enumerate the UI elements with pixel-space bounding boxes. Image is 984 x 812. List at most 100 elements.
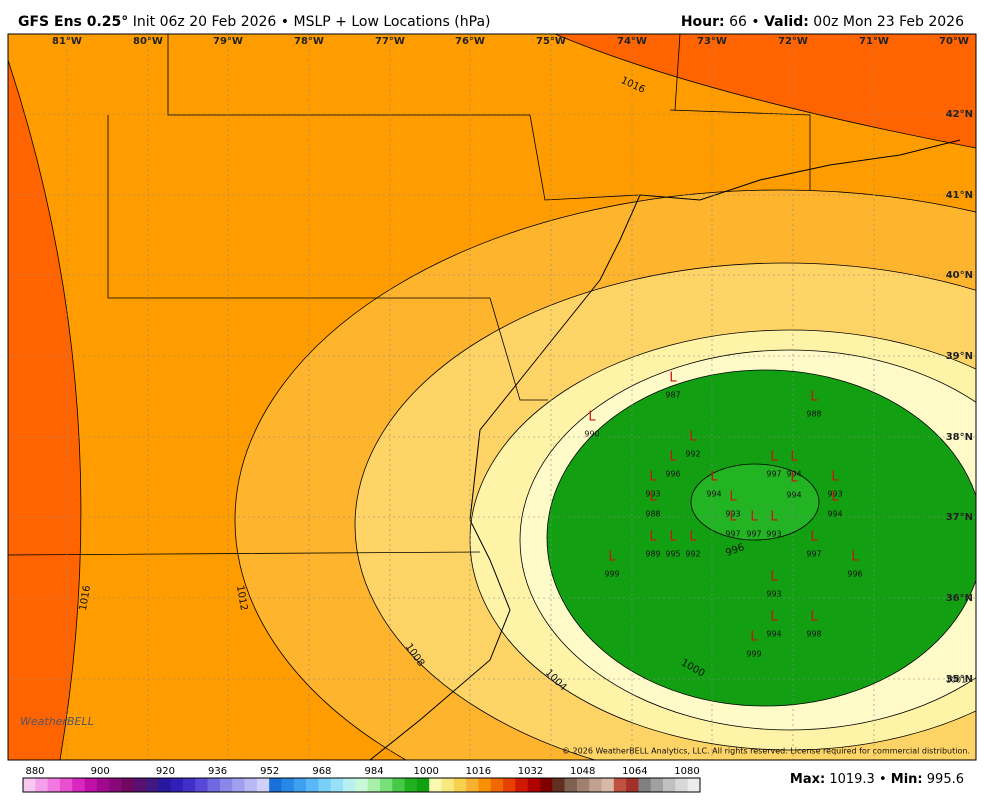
valid: 00z Mon 23 Feb 2026	[813, 14, 964, 30]
low-symbol: L	[649, 530, 657, 545]
colorbar-swatch	[183, 778, 196, 792]
low-symbol: L	[689, 530, 697, 545]
colorbar-swatch	[244, 778, 258, 792]
title: GFS Ens 0.25° Init 06z 20 Feb 2026 • MSL…	[18, 14, 491, 30]
colorbar-label: 1048	[570, 766, 595, 777]
low-symbol: L	[810, 530, 818, 545]
low-symbol: L	[831, 490, 839, 505]
longitude-label: 72°W	[778, 36, 808, 47]
colorbar-swatch	[441, 778, 455, 792]
watermark: WeatherBELL	[20, 715, 94, 728]
valid-label: Valid:	[764, 14, 809, 30]
colorbar-label: 952	[260, 766, 279, 777]
colorbar-swatch	[613, 778, 627, 792]
colorbar-swatch	[84, 778, 98, 792]
low-pressure: 989	[645, 550, 660, 559]
hour: 66 •	[729, 14, 760, 30]
longitude-label: 73°W	[697, 36, 727, 47]
low-pressure: 987	[665, 391, 680, 400]
low-pressure: 997	[806, 550, 821, 559]
low-symbol: L	[770, 450, 778, 465]
low-pressure: 994	[766, 630, 781, 639]
colorbar-swatch	[687, 778, 701, 792]
colorbar-swatch	[35, 778, 48, 792]
low-pressure: 999	[604, 570, 619, 579]
max-label: Max:	[790, 772, 825, 787]
low-symbol: L	[810, 390, 818, 405]
colorbar-swatch	[109, 778, 122, 792]
colorbar: 880 900 920 936 952 968 984 1000 1016 1032 1048 106…	[22, 766, 701, 793]
latitude-label: 39°N	[946, 351, 973, 362]
longitude-label: 78°W	[294, 36, 324, 47]
longitude-label: 75°W	[536, 36, 566, 47]
low-pressure: 1001	[946, 676, 966, 685]
low-symbol: L	[750, 510, 758, 525]
low-symbol: L	[750, 630, 758, 645]
valid-time: Hour: 66 • Valid: 00z Mon 23 Feb 2026	[681, 14, 964, 30]
colorbar-swatch	[453, 778, 467, 792]
latitude-label: 41°N	[946, 190, 973, 201]
colorbar-label: 1080	[674, 766, 699, 777]
map: 81°W 80°W 79°W 78°W 77°W 76°W 75°W 74°W 73°W 72°W…	[8, 34, 976, 760]
colorbar-swatch	[343, 778, 356, 792]
colorbar-swatch	[367, 778, 381, 792]
colorbar-swatch	[379, 778, 393, 792]
low-pressure: 996	[847, 570, 862, 579]
model: GFS Ens 0.25°	[18, 14, 128, 30]
colorbar-swatch	[650, 778, 664, 792]
min: 995.6	[927, 772, 964, 787]
colorbar-swatch	[281, 778, 295, 792]
colorbar-swatch	[232, 778, 245, 792]
low-symbol: L	[770, 570, 778, 585]
low-symbol: L	[790, 450, 798, 465]
colorbar-swatch	[318, 778, 332, 792]
colorbar-swatch	[515, 778, 528, 792]
colorbar-swatch	[478, 778, 492, 792]
low-symbol: L	[770, 610, 778, 625]
latitude-label: 35°N	[946, 674, 973, 685]
max: 1019.3	[829, 772, 875, 787]
low-pressure: 993	[725, 510, 740, 519]
colorbar-swatch	[539, 778, 553, 792]
low-pressure: 994	[706, 490, 721, 499]
colorbar-swatch	[306, 778, 319, 792]
longitude-label: 79°W	[213, 36, 243, 47]
colorbar-swatch	[503, 778, 516, 792]
colorbar-swatch	[490, 778, 504, 792]
latitude-label: 36°N	[946, 593, 973, 604]
low-pressure: 994	[786, 470, 801, 479]
colorbar-swatch	[23, 778, 36, 792]
colorbar-swatch	[663, 778, 676, 792]
colorbar-label: 936	[208, 766, 227, 777]
colorbar-swatch	[527, 778, 541, 792]
colorbar-swatch	[576, 778, 590, 792]
low-pressure: 998	[806, 630, 821, 639]
colorbar-swatch	[158, 778, 172, 792]
low-symbol: L	[729, 490, 737, 505]
low-pressure: 996	[665, 470, 680, 479]
colorbar-swatch	[392, 778, 405, 792]
colorbar-label: 984	[364, 766, 383, 777]
colorbar-label: 1064	[622, 766, 647, 777]
low-symbol: L	[851, 550, 859, 565]
colorbar-swatch	[195, 778, 208, 792]
colorbar-swatch	[429, 778, 442, 792]
colorbar-swatch	[207, 778, 221, 792]
colorbar-frame	[22, 777, 701, 793]
low-pressure: 999	[746, 650, 761, 659]
contour-label: 1016	[78, 585, 93, 612]
colorbar-swatch	[47, 778, 61, 792]
low-symbol: L	[649, 470, 657, 485]
hour-label: Hour:	[681, 14, 725, 30]
colorbar-swatch	[675, 778, 688, 792]
low-pressure: 995	[665, 550, 680, 559]
stats: Max: 1019.3 • Min: 995.6	[790, 772, 964, 787]
low-pressure: 988	[806, 410, 821, 419]
colorbar-label: 1016	[466, 766, 491, 777]
colorbar-swatch	[601, 778, 615, 792]
colorbar-swatch	[589, 778, 602, 792]
latitude-label: 37°N	[946, 512, 973, 523]
low-pressure: 997	[766, 470, 781, 479]
latitude-label: 42°N	[946, 109, 973, 120]
low-pressure: 993	[827, 490, 842, 499]
